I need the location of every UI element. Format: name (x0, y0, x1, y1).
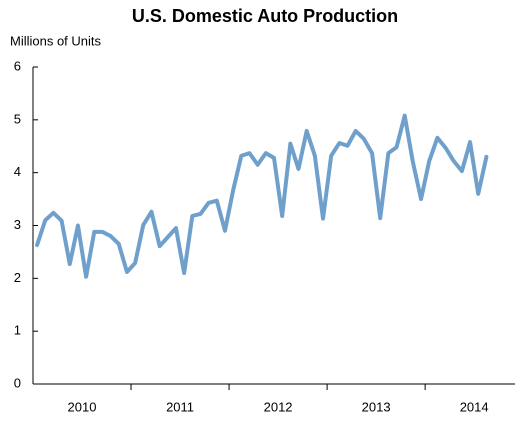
y-tick-label: 6 (14, 58, 21, 73)
y-tick-label: 5 (14, 111, 21, 126)
y-tick-label: 3 (14, 217, 21, 232)
chart-title: U.S. Domestic Auto Production (132, 6, 398, 26)
y-tick-label: 4 (14, 164, 21, 179)
x-tick-label: 2013 (362, 399, 391, 414)
x-tick-label: 2012 (264, 399, 293, 414)
y-tick-label: 0 (14, 375, 21, 390)
y-tick-label: 2 (14, 270, 21, 285)
x-tick-label: 2010 (68, 399, 97, 414)
x-tick-label: 2011 (166, 399, 194, 414)
x-tick-label: 2014 (460, 399, 489, 414)
y-tick-label: 1 (14, 323, 21, 338)
line (35, 113, 489, 279)
y-axis-label: Millions of Units (10, 33, 102, 48)
